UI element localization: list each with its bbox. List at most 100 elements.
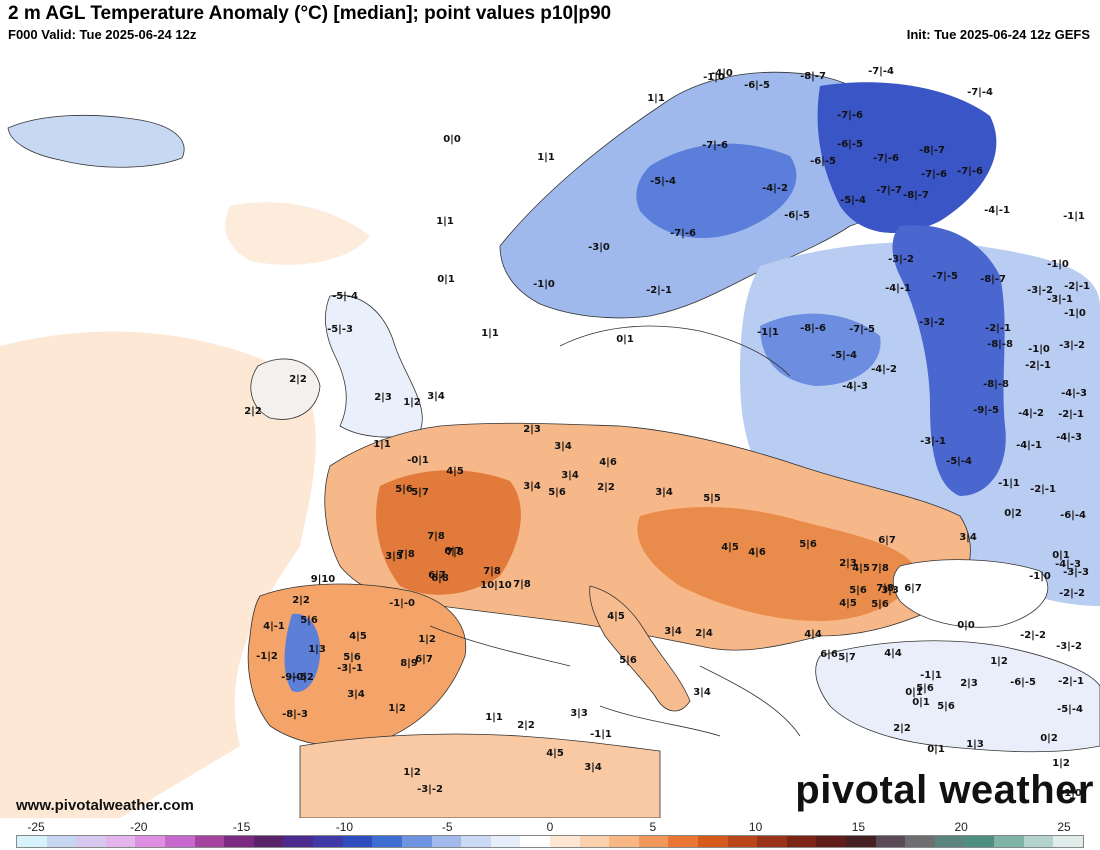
- point-value-label: -1|0: [1047, 259, 1069, 270]
- point-value-label: 3|4: [554, 441, 572, 452]
- point-value-label: -2|-1: [1058, 409, 1084, 420]
- point-value-label: -6|-5: [810, 156, 836, 167]
- point-value-label: -6|-5: [837, 139, 863, 150]
- point-value-label: 7|8: [427, 531, 445, 542]
- point-value-label: -4|-1: [885, 283, 911, 294]
- point-value-label: 3|4: [523, 481, 541, 492]
- scandinavia-deep-cold: [636, 143, 797, 239]
- point-value-label: -3|0: [588, 242, 610, 253]
- point-value-label: 0|1: [437, 274, 455, 285]
- coastline-baltic: [559, 325, 791, 377]
- great-britain: [325, 294, 423, 438]
- point-value-label: -7|-6: [921, 169, 947, 180]
- point-value-label: -5|-4: [1057, 704, 1083, 715]
- point-value-label: 2|3: [523, 424, 541, 435]
- point-value-label: 4|4: [804, 629, 822, 640]
- point-value-label: 6|7: [415, 654, 433, 665]
- point-value-label: -2|-1: [1058, 676, 1084, 687]
- point-value-label: 2|2: [292, 595, 310, 606]
- point-value-label: 5|6: [937, 701, 955, 712]
- colorbar-swatch: [105, 836, 136, 847]
- anomaly-map[interactable]: 0|0 1|1 1|1 0|1 1|1 2|2 -5|-4 -5|-3 -4|0 1|1 -1|0-…: [0, 46, 1100, 818]
- point-value-label: -6|-5: [1010, 677, 1036, 688]
- ireland: [250, 358, 321, 420]
- colorbar-swatch: [786, 836, 817, 847]
- point-value-label: 3|4: [664, 626, 682, 637]
- point-value-label: 1|3: [966, 739, 984, 750]
- point-value-label: -4|-1: [984, 205, 1010, 216]
- point-value-label: -3|-2: [1056, 641, 1082, 652]
- map-title: 2 m AGL Temperature Anomaly (°C) [median…: [8, 3, 612, 24]
- colorbar-swatch: [490, 836, 521, 847]
- point-value-label: -4|-3: [1055, 559, 1081, 570]
- colorbar-tick-label: 15: [851, 820, 866, 834]
- point-value-label: -2|-1: [1025, 360, 1051, 371]
- point-value-label: -1|1: [1063, 211, 1085, 222]
- point-value-label: -7|-5: [932, 271, 958, 282]
- point-value-label: 9|10: [311, 574, 336, 585]
- point-value-label: 7|8: [871, 563, 889, 574]
- point-value-label: -3|-2: [919, 317, 945, 328]
- point-value-label: 1|1: [537, 152, 555, 163]
- point-value-label: -7|-6: [837, 110, 863, 121]
- colorbar-swatch: [313, 836, 343, 847]
- point-value-label: 5|7: [838, 652, 856, 663]
- point-value-label: 3|3: [570, 708, 588, 719]
- colorbar-swatch: [964, 836, 995, 847]
- colorbar-swatch: [1053, 836, 1083, 847]
- point-value-label: 2|4: [695, 628, 713, 639]
- point-value-label: -8|-8: [983, 379, 1009, 390]
- point-value-label: -4|-3: [842, 381, 868, 392]
- portugal-cold: [284, 613, 321, 692]
- point-value-label: -0|2: [292, 672, 314, 683]
- atlantic-warm-wash: [0, 331, 316, 818]
- point-value-label: 5|6: [395, 484, 413, 495]
- point-value-label: -4|-3: [1056, 432, 1082, 443]
- coastline-med: [429, 625, 801, 737]
- colorbar-tick-label: -5: [441, 820, 453, 834]
- colorbar-tick-label: 0: [546, 820, 554, 834]
- point-value-label: 4|-1: [263, 621, 285, 632]
- point-value-label: 1|2: [388, 703, 406, 714]
- point-value-label: -4|-1: [1016, 440, 1042, 451]
- point-value-label: 1|2: [403, 767, 421, 778]
- point-value-label: -5|-4: [650, 176, 676, 187]
- point-value-label: -2|-1: [1030, 484, 1056, 495]
- website-label: www.pivotalweather.com: [16, 797, 194, 814]
- point-value-label: 5|6: [799, 539, 817, 550]
- point-value-label: 5|6: [916, 683, 934, 694]
- point-value-label: 4|4: [884, 648, 902, 659]
- point-value-label: -9|-5: [973, 405, 999, 416]
- point-value-label: 7|8: [483, 566, 501, 577]
- point-value-label: 4|5: [546, 748, 564, 759]
- point-value-label: 7|8: [446, 547, 464, 558]
- turkey: [815, 640, 1100, 753]
- point-value-label: -5|-3: [327, 324, 353, 335]
- point-value-label: 0|2: [1004, 508, 1022, 519]
- colorbar-swatch: [283, 836, 314, 847]
- point-value-label: 6|7: [428, 570, 446, 581]
- colorbar-swatch: [846, 836, 876, 847]
- colorbar-swatch: [372, 836, 402, 847]
- point-value-label: 2|3: [960, 678, 978, 689]
- colorbar-swatch: [727, 836, 758, 847]
- point-value-label: 2|3: [374, 392, 392, 403]
- colorbar-swatch: [875, 836, 906, 847]
- point-value-label: 1|1: [373, 439, 391, 450]
- colorbar-tick-label: 25: [1057, 820, 1071, 834]
- colorbar-tick-label: -20: [130, 820, 148, 834]
- point-value-label: 6|6: [820, 649, 838, 660]
- point-value-label: -1|-0: [389, 598, 415, 609]
- point-value-label: -3|-2: [1059, 340, 1085, 351]
- point-value-label: -7|-6: [670, 228, 696, 239]
- finland-deep-cold: [817, 82, 997, 233]
- point-value-label: 0|1: [616, 334, 634, 345]
- point-value-label: -3|-1: [337, 663, 363, 674]
- point-value-label: 1|1: [436, 216, 454, 227]
- point-value-label: -8|-7: [903, 190, 929, 201]
- point-value-label: -7|-7: [876, 185, 902, 196]
- point-value-label: 0|0: [443, 134, 461, 145]
- point-value-label: -3|-1: [1047, 294, 1073, 305]
- point-value-label: -1|0: [533, 279, 555, 290]
- colorbar-swatch: [461, 836, 491, 847]
